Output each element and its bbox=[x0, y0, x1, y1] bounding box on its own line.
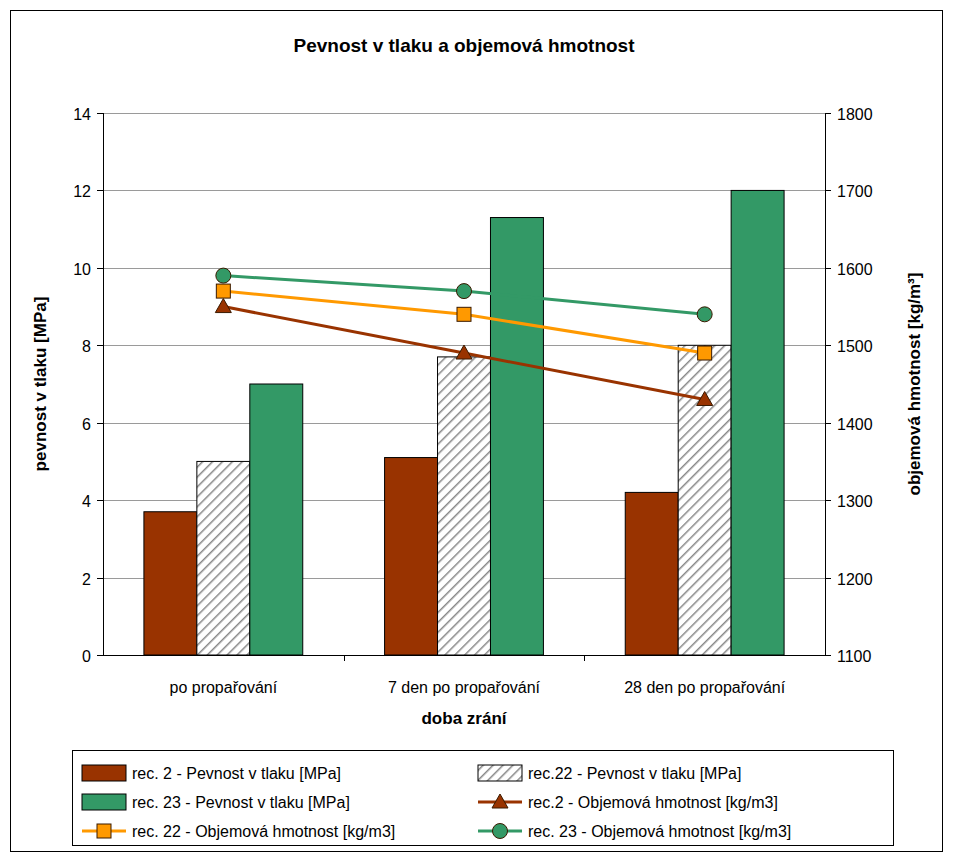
legend-box bbox=[73, 751, 894, 846]
marker bbox=[456, 345, 472, 359]
bar bbox=[144, 512, 197, 655]
tick-label: 1700 bbox=[837, 183, 873, 200]
legend-swatch bbox=[478, 765, 522, 781]
tick-mark bbox=[825, 655, 831, 656]
marker bbox=[457, 284, 472, 299]
tick-label: 6 bbox=[82, 416, 91, 433]
marker bbox=[698, 346, 712, 360]
tick-mark bbox=[97, 578, 103, 579]
chart-border bbox=[11, 11, 943, 852]
legend-label: rec. 23 - Pevnost v tlaku [MPa] bbox=[132, 794, 350, 811]
marker bbox=[216, 284, 230, 298]
bar bbox=[197, 461, 250, 655]
y-axis-label: pevnost v tlaku [MPa] bbox=[31, 297, 50, 472]
x-axis-label: doba zrání bbox=[421, 709, 507, 728]
marker bbox=[493, 824, 508, 839]
marker bbox=[492, 794, 508, 808]
tick-label: 14 bbox=[73, 106, 91, 123]
tick-mark bbox=[97, 423, 103, 424]
bar bbox=[490, 218, 543, 655]
legend-label: rec.2 - Objemová hmotnost [kg/m3] bbox=[528, 794, 778, 811]
category-separator bbox=[344, 655, 345, 661]
legend-label: rec. 2 - Pevnost v tlaku [MPa] bbox=[132, 765, 341, 782]
legend: rec. 2 - Pevnost v tlaku [MPa] rec.22 - P… bbox=[73, 751, 894, 846]
bar bbox=[250, 384, 303, 655]
category-separator bbox=[584, 655, 585, 661]
marker bbox=[697, 307, 712, 322]
tick-mark bbox=[97, 345, 103, 346]
tick-mark bbox=[97, 500, 103, 501]
tick-mark bbox=[97, 655, 103, 656]
marker bbox=[215, 299, 231, 313]
bar bbox=[385, 458, 438, 655]
category-label: 7 den po propařování bbox=[388, 679, 541, 696]
grid-line bbox=[103, 655, 825, 656]
tick-label: 1300 bbox=[837, 493, 873, 510]
tick-mark bbox=[97, 268, 103, 269]
legend-swatch bbox=[82, 765, 126, 781]
tick-label: 1800 bbox=[837, 106, 873, 123]
tick-label: 1500 bbox=[837, 338, 873, 355]
line bbox=[223, 307, 704, 400]
marker bbox=[97, 824, 111, 838]
bar bbox=[438, 357, 491, 655]
marker bbox=[457, 307, 471, 321]
marker bbox=[216, 268, 231, 283]
marks bbox=[144, 190, 784, 655]
tick-mark bbox=[97, 113, 103, 114]
x-axis bbox=[103, 655, 825, 656]
tick-label: 1400 bbox=[837, 416, 873, 433]
tick-label: 10 bbox=[73, 261, 91, 278]
y2-axis-label: objemová hmotnost [kg/m³] bbox=[905, 273, 924, 496]
legend-label: rec. 22 - Objemová hmotnost [kg/m3] bbox=[132, 823, 395, 840]
tick-label: 4 bbox=[82, 493, 91, 510]
tick-mark bbox=[97, 190, 103, 191]
legend-label: rec.22 - Pevnost v tlaku [MPa] bbox=[528, 765, 741, 782]
bar bbox=[625, 492, 678, 655]
bar bbox=[731, 190, 784, 655]
grid-line bbox=[103, 113, 825, 114]
tick-label: 0 bbox=[82, 648, 91, 665]
tick-label: 1200 bbox=[837, 571, 873, 588]
y-axis bbox=[103, 113, 104, 655]
grid-line bbox=[103, 190, 825, 191]
title: Pevnost v tlaku a objemová hmotnost bbox=[293, 35, 635, 56]
tick-label: 8 bbox=[82, 338, 91, 355]
legend-swatch bbox=[82, 794, 126, 810]
y2-axis bbox=[825, 113, 826, 655]
marker bbox=[697, 391, 713, 405]
line bbox=[223, 276, 704, 315]
category-label: 28 den po propařování bbox=[624, 679, 786, 696]
legend-label: rec. 23 - Objemová hmotnost [kg/m3] bbox=[528, 823, 791, 840]
bar bbox=[678, 345, 731, 655]
background bbox=[0, 0, 953, 862]
tick-label: 12 bbox=[73, 183, 91, 200]
line bbox=[223, 291, 704, 353]
tick-label: 2 bbox=[82, 571, 91, 588]
tick-label: 1100 bbox=[837, 648, 872, 665]
tick-label: 1600 bbox=[837, 261, 873, 278]
category-label: po propařování bbox=[170, 679, 278, 696]
grid-line bbox=[103, 268, 825, 269]
chart: Pevnost v tlaku a objemová hmotnost 0 2 4 6 8… bbox=[0, 0, 953, 862]
